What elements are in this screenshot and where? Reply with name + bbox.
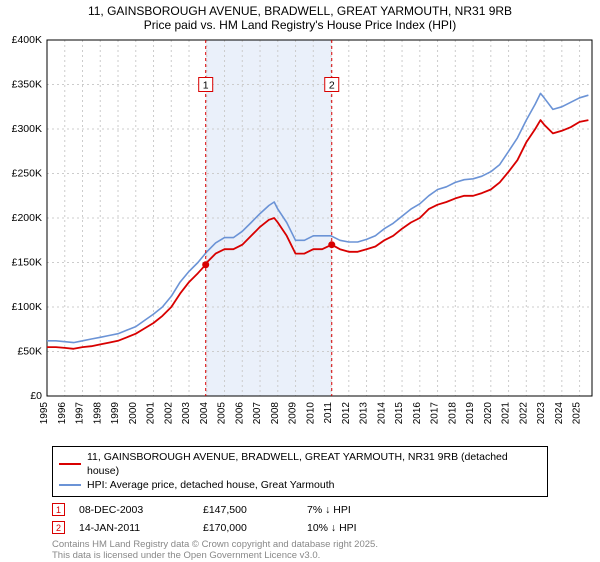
- legend-swatch: [59, 484, 81, 486]
- attribution-footer: Contains HM Land Registry data © Crown c…: [52, 539, 578, 562]
- footer-line: This data is licensed under the Open Gov…: [52, 550, 578, 562]
- svg-text:2002: 2002: [163, 402, 174, 425]
- svg-text:2007: 2007: [252, 402, 263, 425]
- svg-text:1996: 1996: [57, 402, 68, 425]
- svg-text:2000: 2000: [128, 402, 139, 425]
- transaction-diff: 10% ↓ HPI: [307, 522, 397, 534]
- svg-text:2019: 2019: [465, 402, 476, 425]
- svg-text:2016: 2016: [412, 402, 423, 425]
- line-chart-svg: £0 £50K £100K £150K £200K £250K £300K £350K £400…: [0, 34, 600, 444]
- svg-text:2022: 2022: [518, 402, 529, 425]
- transaction-row: 1 08-DEC-2003 £147,500 7% ↓ HPI: [52, 501, 548, 519]
- chart-area: £0 £50K £100K £150K £200K £250K £300K £350K £400…: [0, 34, 600, 444]
- legend-item-hpi: HPI: Average price, detached house, Grea…: [59, 478, 541, 492]
- legend-label: 11, GAINSBOROUGH AVENUE, BRADWELL, GREAT…: [87, 450, 541, 478]
- svg-text:1998: 1998: [92, 402, 103, 425]
- svg-text:2017: 2017: [430, 402, 441, 425]
- title-address: 11, GAINSBOROUGH AVENUE, BRADWELL, GREAT…: [10, 4, 590, 18]
- svg-text:2009: 2009: [288, 402, 299, 425]
- svg-text:1999: 1999: [110, 402, 121, 425]
- svg-text:2003: 2003: [181, 402, 192, 425]
- svg-text:2008: 2008: [270, 402, 281, 425]
- svg-text:2012: 2012: [341, 402, 352, 425]
- svg-text:£250K: £250K: [12, 168, 42, 180]
- svg-text:2018: 2018: [447, 402, 458, 425]
- svg-text:2: 2: [329, 80, 335, 92]
- transaction-date: 08-DEC-2003: [79, 504, 189, 516]
- svg-text:£200K: £200K: [12, 212, 42, 224]
- svg-text:2025: 2025: [572, 402, 583, 425]
- svg-text:2005: 2005: [217, 402, 228, 425]
- svg-text:2001: 2001: [146, 402, 157, 425]
- svg-text:£0: £0: [30, 390, 42, 402]
- transaction-row: 2 14-JAN-2011 £170,000 10% ↓ HPI: [52, 519, 548, 537]
- transaction-date: 14-JAN-2011: [79, 522, 189, 534]
- svg-text:2011: 2011: [323, 402, 334, 424]
- svg-text:2014: 2014: [376, 402, 387, 425]
- svg-text:2020: 2020: [483, 402, 494, 425]
- footer-line: Contains HM Land Registry data © Crown c…: [52, 539, 578, 551]
- transaction-price: £170,000: [203, 522, 293, 534]
- legend: 11, GAINSBOROUGH AVENUE, BRADWELL, GREAT…: [52, 446, 548, 497]
- svg-text:£350K: £350K: [12, 79, 42, 91]
- svg-text:1995: 1995: [39, 402, 50, 425]
- svg-text:2023: 2023: [536, 402, 547, 425]
- transaction-price: £147,500: [203, 504, 293, 516]
- title-subject: Price paid vs. HM Land Registry's House …: [10, 18, 590, 32]
- transaction-marker: 2: [52, 521, 65, 534]
- svg-text:2024: 2024: [554, 402, 565, 425]
- svg-text:£300K: £300K: [12, 123, 42, 135]
- svg-text:2006: 2006: [234, 402, 245, 425]
- svg-text:1: 1: [203, 80, 209, 92]
- svg-text:2013: 2013: [359, 402, 370, 425]
- svg-text:£150K: £150K: [12, 257, 42, 269]
- svg-text:2015: 2015: [394, 402, 405, 425]
- transaction-diff: 7% ↓ HPI: [307, 504, 397, 516]
- legend-item-price-paid: 11, GAINSBOROUGH AVENUE, BRADWELL, GREAT…: [59, 450, 541, 478]
- svg-text:2010: 2010: [305, 402, 316, 425]
- svg-text:£100K: £100K: [12, 301, 42, 313]
- svg-text:£400K: £400K: [12, 34, 42, 46]
- svg-text:£50K: £50K: [17, 346, 42, 358]
- transaction-marker: 1: [52, 503, 65, 516]
- svg-text:1997: 1997: [75, 402, 86, 425]
- chart-title: 11, GAINSBOROUGH AVENUE, BRADWELL, GREAT…: [0, 0, 600, 34]
- transactions-table: 1 08-DEC-2003 £147,500 7% ↓ HPI 2 14-JAN…: [52, 501, 548, 537]
- svg-text:2004: 2004: [199, 402, 210, 425]
- legend-swatch: [59, 463, 81, 465]
- svg-text:2021: 2021: [501, 402, 512, 425]
- legend-label: HPI: Average price, detached house, Grea…: [87, 478, 334, 492]
